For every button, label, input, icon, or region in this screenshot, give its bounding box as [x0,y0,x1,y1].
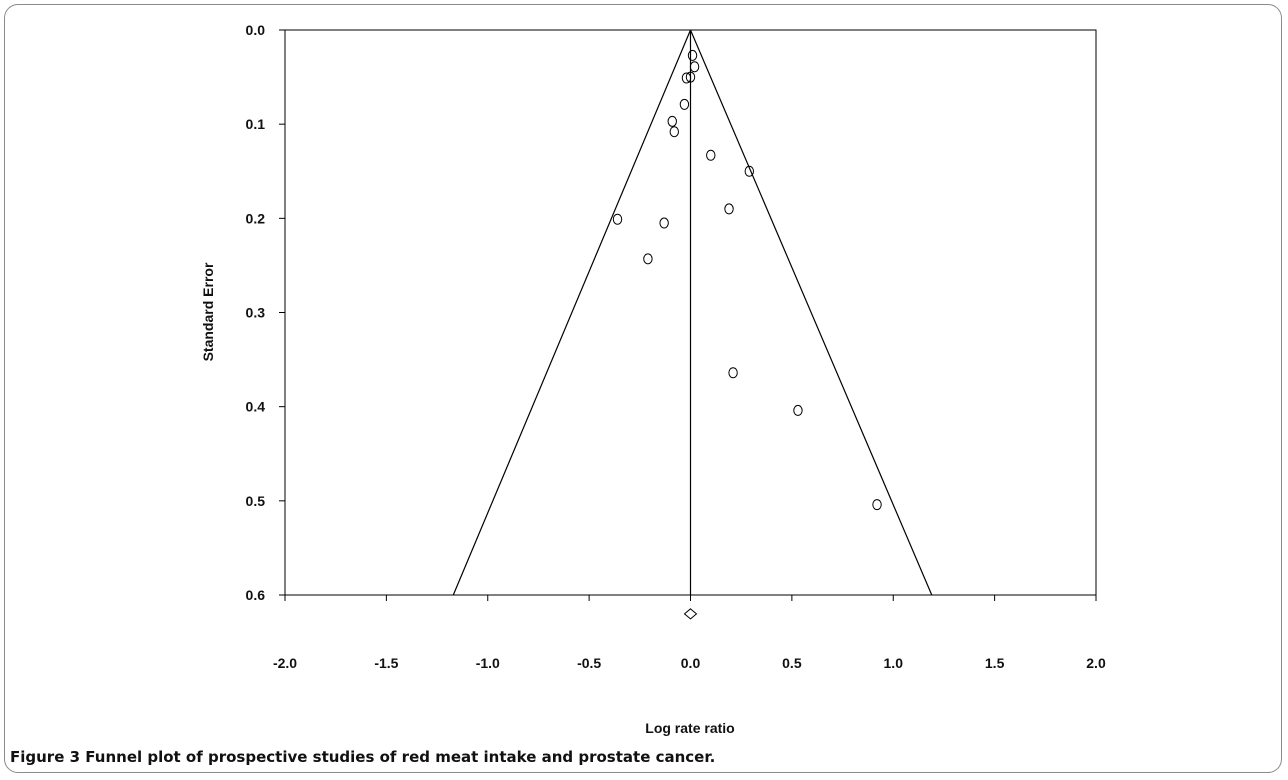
x-axis-title: Log rate ratio [645,720,734,736]
y-axis-title: Standard Error [200,262,216,361]
figure-caption: Figure 3 Funnel plot of prospective stud… [10,748,715,766]
y-tick-label: 0.3 [246,305,266,321]
study-point [679,98,690,110]
study-point [687,49,698,61]
caption-text: Funnel plot of prospective studies of re… [85,748,716,766]
caption-label: Figure 3 [10,748,81,766]
study-point [643,253,653,265]
study-point [612,213,623,225]
x-tick-label: -1.5 [374,655,398,671]
x-tick-label: -1.0 [476,655,500,671]
figure-frame [4,4,1282,773]
x-tick-label: 1.0 [884,655,904,671]
x-tick-label: -0.5 [577,655,601,671]
study-points [612,49,882,620]
study-point [872,499,882,511]
y-axis-ticks: 0.0 0.1 0.2 0.3 0.4 0.5 0.6 [246,22,285,603]
study-point [724,203,734,215]
y-tick-label: 0.0 [246,22,266,38]
x-tick-label: -2.0 [273,655,297,671]
study-point [793,404,803,416]
x-tick-label: 0.0 [681,655,701,671]
study-point [681,72,692,84]
y-tick-label: 0.6 [246,587,266,603]
summary-diamond [683,608,698,620]
y-tick-label: 0.2 [246,210,266,226]
x-tick-label: 2.0 [1086,655,1106,671]
x-tick-label: 0.5 [782,655,802,671]
y-tick-label: 0.5 [246,493,266,509]
study-point [706,149,716,161]
y-tick-label: 0.1 [246,116,266,132]
study-point [685,71,696,83]
study-point [689,61,700,73]
x-axis-ticks: -2.0 -1.5 -1.0 -0.5 0.0 0.5 1.0 1.5 2.0 [273,595,1106,671]
study-point [667,115,677,127]
study-point [744,165,754,177]
funnel-right-limit [689,29,933,596]
y-tick-label: 0.4 [246,399,266,415]
study-point [659,217,669,229]
x-tick-label: 1.5 [985,655,1005,671]
study-point [728,367,738,379]
funnel-lines [452,29,933,596]
study-point [669,126,679,138]
funnel-left-limit [452,29,692,596]
